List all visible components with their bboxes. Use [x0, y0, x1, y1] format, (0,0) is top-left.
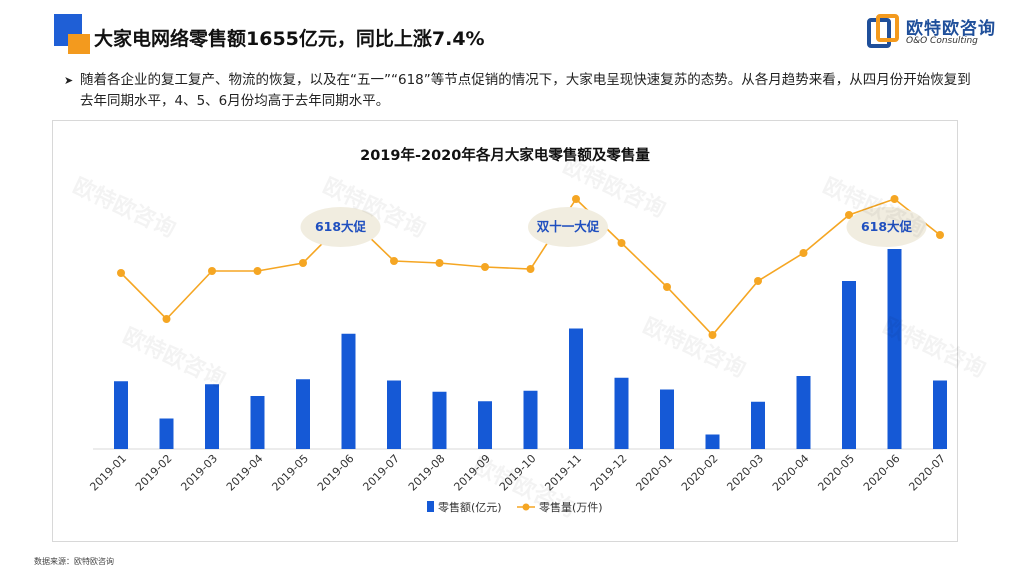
- legend-line-label: 零售量(万件): [539, 500, 603, 514]
- x-tick-label: 2019-05: [269, 452, 311, 494]
- legend-bar-label: 零售额(亿元): [438, 500, 502, 514]
- brand-logo: 欧特欧咨询 O&O Consulting: [866, 14, 1006, 50]
- x-tick-label: 2019-10: [497, 452, 539, 494]
- bar-retail-value: [387, 380, 401, 449]
- x-tick-label: 2019-03: [178, 452, 220, 494]
- bar-retail-value: [114, 381, 128, 449]
- line-point: [663, 283, 671, 291]
- bar-retail-value: [569, 328, 583, 449]
- annotation-label: 618大促: [861, 219, 913, 234]
- bar-retail-value: [250, 396, 265, 449]
- line-point: [845, 211, 853, 219]
- bar-retail-value: [660, 389, 674, 449]
- line-point: [572, 195, 580, 203]
- x-tick-label: 2019-08: [406, 452, 448, 494]
- page-title: 大家电网络零售额1655亿元，同比上涨7.4%: [94, 28, 485, 50]
- bar-retail-value: [205, 384, 219, 449]
- annotation-bubble: [846, 207, 927, 247]
- bar-retail-value: [751, 401, 765, 449]
- bar-retail-value: [705, 434, 720, 449]
- bar-retail-value: [341, 333, 356, 449]
- bar-retail-value: [432, 391, 447, 449]
- chart-panel: 2019年-2020年各月大家电零售额及零售量 2019-01 2019-02 20…: [52, 120, 958, 542]
- x-tick-label: 2019-04: [224, 452, 266, 494]
- bar-retail-value: [842, 281, 856, 449]
- line-point: [799, 249, 808, 257]
- title-logo-mark: [54, 14, 90, 54]
- brand-name: 欧特欧咨询: [906, 19, 996, 39]
- annotation-label: 618大促: [315, 219, 367, 234]
- bullet-arrow-icon: ➤: [64, 74, 74, 87]
- x-tick-label: 2019-11: [542, 452, 584, 494]
- bar-retail-value: [478, 401, 492, 449]
- line-point: [617, 239, 626, 247]
- x-tick-label: 2019-07: [360, 452, 402, 494]
- line-point: [754, 277, 762, 285]
- line-point: [936, 231, 944, 239]
- x-tick-label: 2020-05: [815, 452, 857, 494]
- line-point: [481, 263, 489, 271]
- combo-chart: 2019-01 2019-02 2019-03 2019-04 2019-05 2019-…: [87, 195, 948, 514]
- x-tick-label: 2020-04: [770, 452, 812, 494]
- bar-retail-value: [159, 418, 174, 449]
- bar-retail-value: [933, 380, 947, 449]
- x-tick-label: 2020-01: [633, 452, 675, 494]
- bar-retail-value: [796, 376, 811, 449]
- chart-title: 2019年-2020年各月大家电零售额及零售量: [360, 148, 650, 164]
- line-point: [708, 331, 717, 339]
- x-tick-label: 2020-02: [679, 452, 721, 494]
- brand-icon: [867, 14, 899, 48]
- legend-line-marker: [522, 503, 530, 511]
- brand-english-name: O&O Consulting: [906, 36, 978, 46]
- x-tick-label: 2020-07: [906, 452, 948, 494]
- summary-bullet: ➤ 随着各企业的复工复产、物流的恢复，以及在“五一”“618”等节点促销的情况下…: [64, 70, 984, 112]
- bar-retail-value: [614, 377, 629, 449]
- data-source: 数据来源：欧特欧咨询: [34, 557, 114, 566]
- line-point: [117, 269, 125, 277]
- line-point: [162, 315, 171, 323]
- x-tick-label: 2020-06: [861, 452, 903, 494]
- line-point: [526, 265, 535, 273]
- line-point: [435, 259, 444, 267]
- x-tick-label: 2019-09: [451, 452, 493, 494]
- line-point: [890, 195, 899, 203]
- x-tick-label: 2020-03: [724, 452, 766, 494]
- x-tick-label: 2019-01: [87, 452, 129, 494]
- x-tick-label: 2019-02: [133, 452, 175, 494]
- annotation-label: 双十一大促: [536, 219, 600, 234]
- x-tick-label: 2019-12: [588, 452, 630, 494]
- legend-bar-swatch: [427, 501, 434, 512]
- line-point: [208, 267, 216, 275]
- bar-retail-value: [887, 249, 902, 449]
- bar-retail-value: [296, 379, 310, 449]
- annotation-bubble: [528, 207, 608, 247]
- summary-text: 随着各企业的复工复产、物流的恢复，以及在“五一”“618”等节点促销的情况下，大…: [80, 72, 971, 109]
- x-tick-label: 2019-06: [315, 452, 357, 494]
- line-point: [390, 257, 398, 265]
- annotation-bubble: [300, 207, 381, 247]
- line-point: [253, 267, 262, 275]
- bar-retail-value: [523, 390, 538, 449]
- line-point: [299, 259, 307, 267]
